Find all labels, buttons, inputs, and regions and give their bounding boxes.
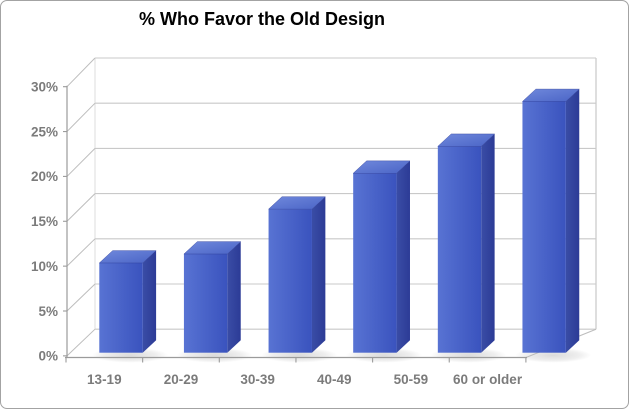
x-category-label: 30-39: [240, 372, 275, 387]
front-axes: [63, 85, 527, 363]
bar-series: [92, 88, 592, 363]
y-tick-label: 15%: [31, 214, 58, 229]
bar-top-face: [437, 133, 496, 147]
bar-column-50-59: [430, 133, 507, 363]
bar-top-face: [98, 250, 157, 264]
bar-column-13-19: [92, 250, 168, 363]
bar-front-face: [437, 146, 482, 353]
x-category-label: 60 or older: [453, 372, 523, 387]
y-tick-label: 5%: [38, 304, 58, 319]
bar-front-face: [353, 173, 397, 353]
x-category-label: 13-19: [87, 372, 122, 387]
bar-side-face: [481, 133, 495, 353]
bar-side-face: [142, 250, 157, 353]
axis-labels: 0% 5% 10% 15% 20% 25% 30% 13-19 20-29 30-39 40-49 5…: [31, 80, 523, 388]
side-wall-gridline: [66, 57, 96, 88]
y-tick-label: 20%: [31, 169, 58, 184]
bar-column-60 or older: [515, 88, 592, 363]
bar-side-face: [311, 196, 326, 353]
bar-top-face: [521, 88, 580, 102]
side-wall-gridline: [66, 238, 96, 267]
bar-side-face: [396, 160, 410, 353]
bar-top-face: [183, 241, 242, 255]
bar-side-face: [227, 241, 241, 353]
bar-column-20-29: [176, 241, 253, 363]
bar-column-30-39: [261, 196, 338, 363]
bar-front-face: [268, 209, 312, 353]
y-tick-label: 10%: [31, 259, 58, 274]
side-wall-gridline: [66, 148, 96, 177]
bar-front-face: [183, 254, 228, 353]
bar-top-face: [352, 160, 411, 174]
bar-side-face: [565, 89, 580, 353]
y-tick-label: 30%: [31, 80, 58, 95]
side-wall-gridline: [66, 283, 96, 312]
bar-column-40-49: [345, 160, 422, 363]
y-tick-label: 0%: [38, 349, 58, 364]
bar-top-face: [268, 196, 326, 210]
y-tick-label: 25%: [31, 124, 58, 139]
side-wall-gridline: [66, 193, 96, 222]
side-wall-gridline: [66, 328, 96, 357]
x-category-label: 40-49: [317, 372, 352, 387]
bar-front-face: [522, 101, 566, 353]
plot-walls: [66, 57, 597, 359]
side-wall-gridline: [66, 102, 96, 132]
x-category-label: 20-29: [164, 372, 199, 387]
bar-front-face: [99, 262, 143, 353]
chart-title: % Who Favor the Old Design: [138, 9, 385, 29]
x-category-label: 50-59: [394, 372, 429, 387]
